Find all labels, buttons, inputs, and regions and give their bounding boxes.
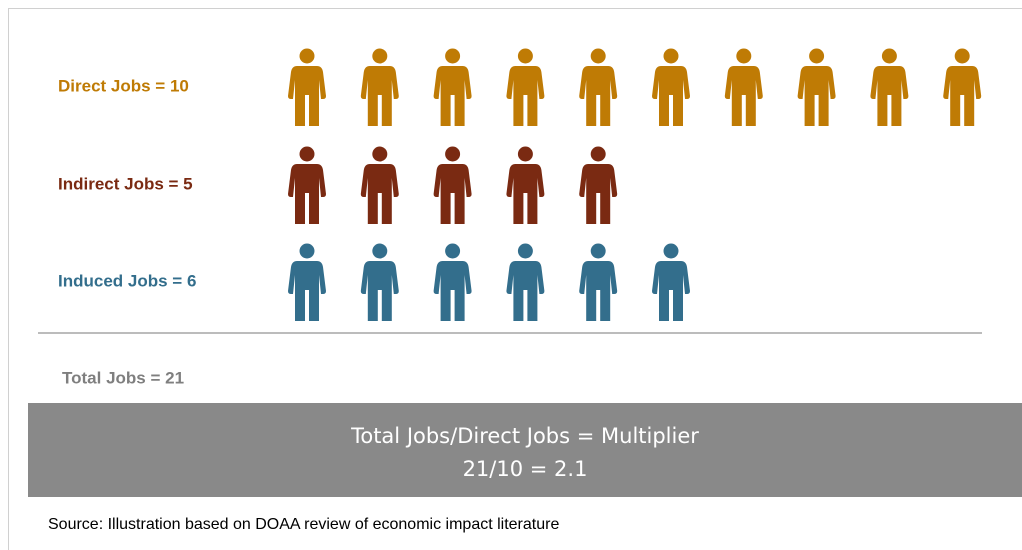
- person-icon: [288, 146, 326, 224]
- icon-body: [433, 164, 472, 224]
- frame: [8, 8, 1022, 550]
- icon-body: [506, 66, 545, 126]
- formula-box: [28, 403, 1022, 497]
- icon-body: [943, 66, 982, 126]
- icon-body: [360, 66, 399, 126]
- formula-result: 21/10 = 2.1: [463, 457, 588, 481]
- icon-head: [372, 146, 388, 162]
- person-icon: [652, 243, 690, 321]
- person-icon: [506, 243, 545, 321]
- person-icon: [579, 146, 618, 224]
- source: Source: Illustration based on DOAA revie…: [48, 516, 559, 533]
- icon-head: [517, 146, 533, 162]
- icon-head: [517, 243, 533, 259]
- icon-head: [590, 146, 606, 162]
- icon-head: [809, 48, 825, 64]
- person-icon: [506, 48, 545, 126]
- icon-body: [652, 261, 690, 321]
- icon-head: [445, 243, 461, 259]
- icon-head: [881, 48, 897, 64]
- icon-head: [517, 48, 533, 64]
- icon-head: [590, 48, 606, 64]
- person-icon: [870, 48, 909, 126]
- person-icon: [943, 48, 982, 126]
- icon-body: [797, 66, 836, 126]
- person-icon: [360, 48, 399, 126]
- person-icon: [288, 48, 326, 126]
- icon-body: [360, 164, 399, 224]
- icon-head: [299, 146, 315, 162]
- person-icon: [506, 146, 545, 224]
- icon-body: [288, 66, 326, 126]
- icon-body: [579, 66, 618, 126]
- icon-body: [652, 66, 690, 126]
- icon-head: [663, 243, 679, 259]
- person-icon: [360, 146, 399, 224]
- icon-head: [372, 48, 388, 64]
- icon-body: [360, 261, 399, 321]
- icon-body: [506, 261, 545, 321]
- person-icon: [579, 48, 618, 126]
- icon-head: [445, 146, 461, 162]
- total-label: Total Jobs = 21: [62, 368, 184, 387]
- person-icon: [433, 48, 472, 126]
- icon-body: [724, 66, 763, 126]
- formula-line: Total Jobs/Direct Jobs = Multiplier: [350, 424, 699, 448]
- icon-head: [445, 48, 461, 64]
- icon-head: [590, 243, 606, 259]
- person-icon: [579, 243, 618, 321]
- icon-head: [299, 48, 315, 64]
- person-icon: [652, 48, 690, 126]
- icon-head: [299, 243, 315, 259]
- icon-body: [506, 164, 545, 224]
- icon-head: [663, 48, 679, 64]
- icon-head: [372, 243, 388, 259]
- row-label: Indirect Jobs = 5: [58, 174, 193, 193]
- icon-body: [288, 164, 326, 224]
- icon-head: [736, 48, 752, 64]
- icon-body: [433, 261, 472, 321]
- icon-body: [579, 261, 618, 321]
- person-icon: [797, 48, 836, 126]
- row-label: Induced Jobs = 6: [58, 271, 196, 290]
- person-icon: [724, 48, 763, 126]
- icon-body: [288, 261, 326, 321]
- icon-body: [870, 66, 909, 126]
- row-label: Direct Jobs = 10: [58, 76, 189, 95]
- icon-head: [954, 48, 970, 64]
- icon-body: [433, 66, 472, 126]
- person-icon: [360, 243, 399, 321]
- person-icon: [433, 146, 472, 224]
- person-icon: [433, 243, 472, 321]
- icon-body: [579, 164, 618, 224]
- person-icon: [288, 243, 326, 321]
